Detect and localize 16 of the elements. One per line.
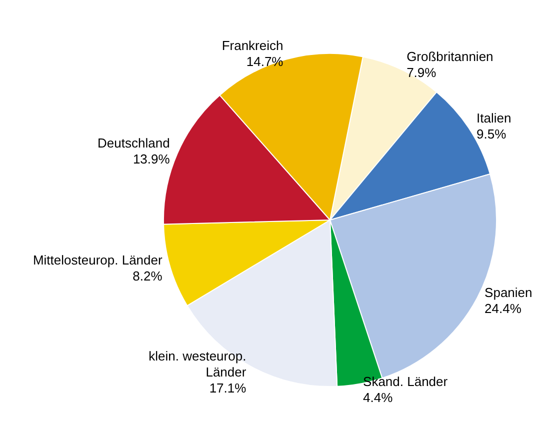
data-label: 14.7%: [246, 54, 284, 69]
slice-label: Großbritannien: [406, 48, 494, 64]
data-label: 7.9%: [406, 64, 437, 80]
slice-label: Frankreich: [222, 38, 284, 53]
slice-label: Deutschland: [98, 136, 170, 151]
slice-label: Italien: [476, 110, 512, 126]
data-label: 17.1%: [209, 380, 247, 396]
data-label: 8.2%: [132, 268, 163, 284]
slice-label: Skand. Länder: [363, 374, 448, 390]
data-label: 9.5%: [476, 126, 507, 142]
data-label: 4.4%: [363, 390, 394, 406]
slice-label: Spanien: [484, 285, 532, 300]
slice-label: klein. westeurop. Länder: [148, 348, 247, 380]
slice-label: Mittelosteurop. Länder: [32, 252, 163, 268]
data-label: 13.9%: [132, 152, 170, 167]
data-label: 24.4%: [484, 301, 522, 316]
